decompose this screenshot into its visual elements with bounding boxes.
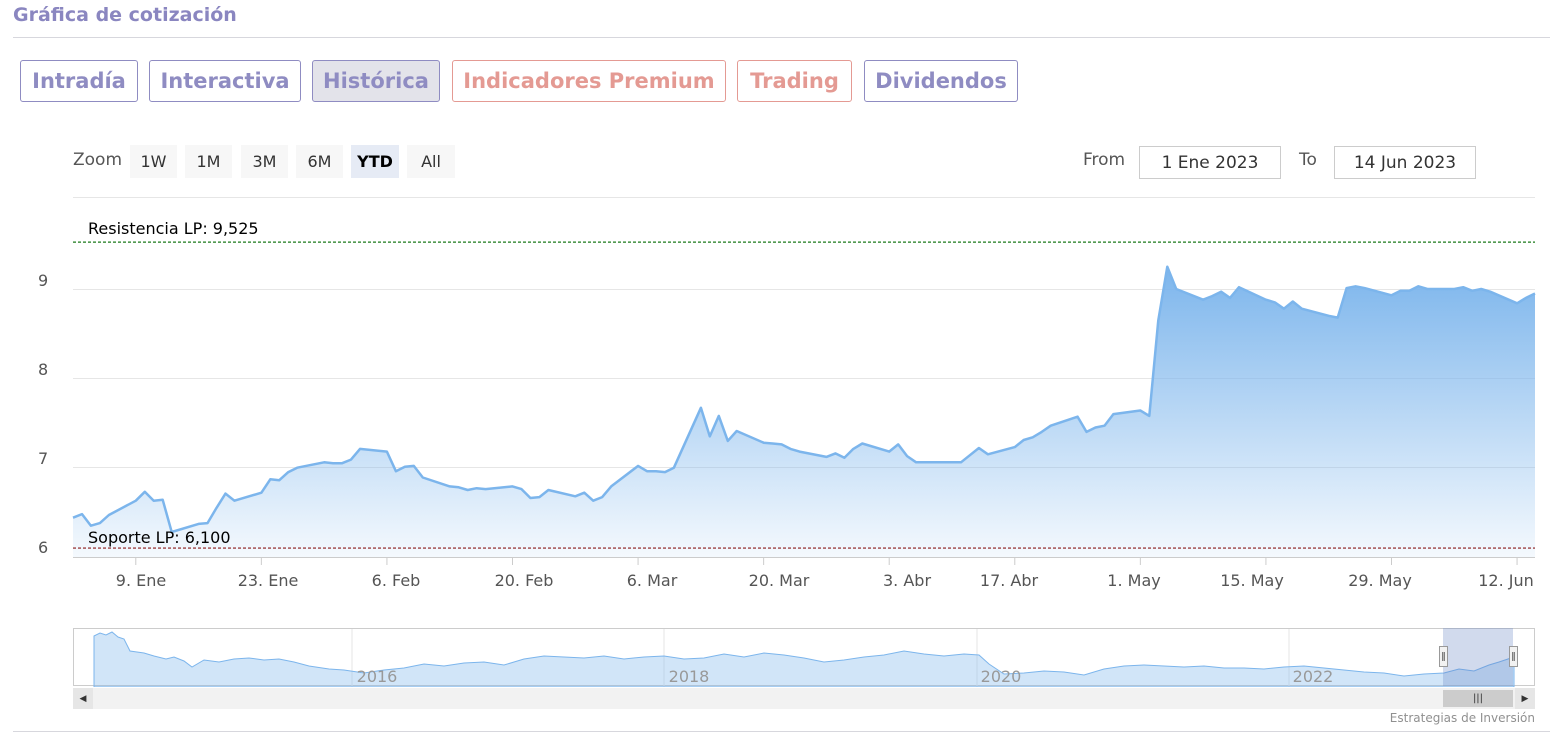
tab-historica[interactable]: Histórica [312, 60, 440, 102]
tab-label: Dividendos [875, 69, 1007, 93]
y-tick-label: 8 [38, 360, 49, 379]
section-divider [13, 37, 1550, 38]
navigator-year-label: 2018 [668, 667, 710, 686]
navigator-selection-mask[interactable] [1443, 628, 1513, 686]
navigator-year-label: 2016 [356, 667, 398, 686]
zoom-ytd-button[interactable]: YTD [351, 145, 399, 178]
tab-label: Intradía [32, 69, 126, 93]
navigator[interactable] [73, 628, 1535, 687]
zoom-all-button[interactable]: All [407, 145, 455, 178]
zoom-1w-button[interactable]: 1W [130, 145, 177, 178]
x-tick-label: 1. May [1107, 571, 1161, 590]
scrollbar-thumb[interactable]: ||| [1443, 690, 1513, 707]
x-tick-label: 6. Feb [371, 571, 421, 590]
to-label: To [1299, 150, 1317, 170]
zoom-1m-button[interactable]: 1M [185, 145, 232, 178]
scroll-left-arrow-icon[interactable]: ◀ [73, 688, 93, 709]
y-tick-label: 7 [38, 449, 49, 468]
x-tick-label: 12. Jun [1478, 571, 1534, 590]
navigator-area [93, 631, 1515, 687]
navigator-year-label: 2022 [1292, 667, 1334, 686]
x-tick-label: 29. May [1348, 571, 1412, 590]
zoom-6m-button[interactable]: 6M [296, 145, 343, 178]
price-area-fill [73, 266, 1535, 557]
navigator-year-label: 2020 [980, 667, 1022, 686]
tab-interactiva[interactable]: Interactiva [149, 60, 301, 102]
resistance-label: Resistencia LP: 9,525 [88, 219, 259, 238]
navigator-left-handle[interactable]: ‖ [1439, 646, 1448, 667]
tab-intradia[interactable]: Intradía [20, 60, 138, 102]
tab-indicadores-premium[interactable]: Indicadores Premium [452, 60, 726, 102]
x-tick-label: 15. May [1220, 571, 1284, 590]
tab-label: Trading [750, 69, 839, 93]
zoom-3m-button[interactable]: 3M [241, 145, 288, 178]
x-tick-label: 6. Mar [626, 571, 678, 590]
y-tick-label: 9 [38, 271, 49, 290]
tab-dividendos[interactable]: Dividendos [864, 60, 1018, 102]
x-tick-label: 20. Mar [748, 571, 810, 590]
x-axis-line [73, 557, 1535, 558]
navigator-right-handle[interactable]: ‖ [1509, 646, 1518, 667]
from-date-input[interactable]: 1 Ene 2023 [1139, 146, 1281, 179]
x-tick-label: 17. Abr [979, 571, 1039, 590]
tab-label: Indicadores Premium [463, 69, 715, 93]
x-tick-label: 9. Ene [115, 571, 167, 590]
price-line [72, 265, 1536, 534]
from-label: From [1083, 150, 1126, 170]
gridline [73, 289, 1535, 290]
gridline [73, 378, 1535, 379]
x-tick-label: 20. Feb [494, 571, 554, 590]
scrollbar[interactable]: ◀ ||| ▶ [73, 688, 1535, 709]
chart-top-border [73, 197, 1535, 198]
x-tick-label: 3. Abr [882, 571, 932, 590]
zoom-label: Zoom [73, 150, 123, 170]
section-title: Gráfica de cotización [13, 4, 237, 26]
tab-label: Interactiva [160, 69, 290, 93]
bottom-divider [13, 731, 1550, 732]
to-date-input[interactable]: 14 Jun 2023 [1334, 146, 1476, 179]
chart-credits[interactable]: Estrategias de Inversión [1389, 711, 1535, 725]
scroll-right-arrow-icon[interactable]: ▶ [1515, 688, 1535, 709]
x-tick-label: 23. Ene [237, 571, 299, 590]
tab-trading[interactable]: Trading [737, 60, 852, 102]
navigator-series [93, 629, 1515, 687]
y-tick-label: 6 [38, 538, 49, 557]
support-label: Soporte LP: 6,100 [88, 528, 231, 547]
tab-label: Histórica [323, 69, 429, 93]
